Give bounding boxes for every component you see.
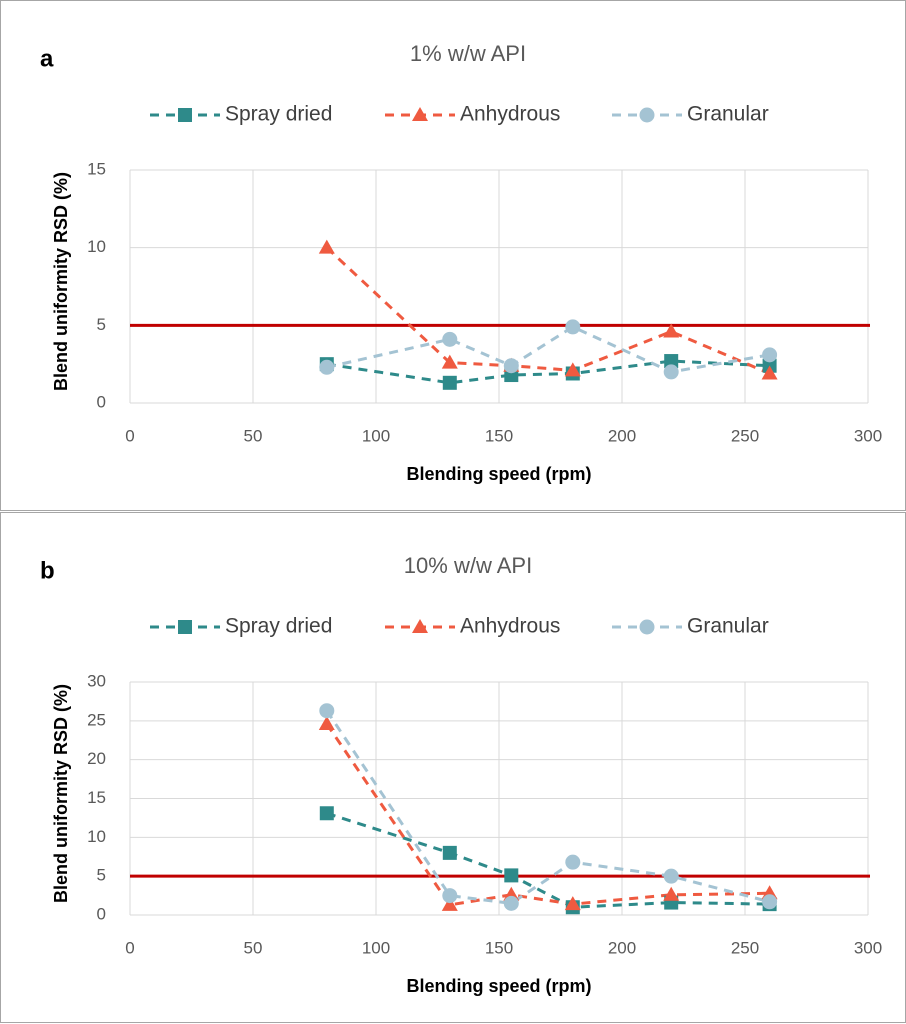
legend-marker	[412, 107, 428, 121]
series-line	[326, 359, 770, 385]
marker	[503, 358, 519, 374]
y-tick-label: 30	[87, 671, 106, 690]
legend-label: Anhydrous	[460, 615, 560, 638]
y-tick-label: 15	[87, 788, 106, 807]
y-axis-label: Blend uniformity RSD (%)	[51, 684, 71, 903]
legend-marker	[178, 620, 192, 634]
marker	[319, 703, 335, 719]
legend-label: Spray dried	[225, 103, 332, 126]
panel-label: a	[40, 45, 54, 72]
marker	[565, 319, 581, 335]
marker	[565, 854, 581, 870]
x-tick-label: 50	[244, 938, 263, 957]
series-line	[325, 723, 770, 907]
marker	[441, 354, 458, 369]
x-tick-label: 300	[854, 426, 882, 445]
legend-label: Spray dried	[225, 615, 332, 638]
marker	[663, 364, 679, 380]
marker	[442, 331, 458, 347]
marker	[441, 896, 458, 911]
series-line	[326, 325, 770, 374]
series-line	[325, 709, 770, 905]
series-line	[326, 811, 770, 909]
x-tick-label: 150	[485, 938, 513, 957]
marker	[442, 375, 457, 390]
x-tick-label: 0	[125, 938, 134, 957]
x-tick-label: 50	[244, 426, 263, 445]
chart-title: 1% w/w API	[410, 41, 526, 66]
legend-marker	[178, 108, 192, 122]
y-tick-label: 10	[87, 827, 106, 846]
x-tick-label: 100	[362, 426, 390, 445]
y-tick-label: 25	[87, 710, 106, 729]
x-axis-label: Blending speed (rpm)	[406, 464, 591, 484]
marker	[503, 895, 519, 911]
x-tick-label: 250	[731, 938, 759, 957]
legend-marker	[412, 619, 428, 633]
y-axis-label: Blend uniformity RSD (%)	[51, 172, 71, 391]
marker	[319, 806, 334, 821]
y-tick-label: 20	[87, 749, 106, 768]
marker	[663, 886, 680, 901]
x-tick-label: 200	[608, 938, 636, 957]
panel-border	[0, 512, 906, 1023]
marker	[442, 845, 457, 860]
marker	[762, 347, 778, 363]
marker	[663, 323, 680, 338]
y-tick-label: 5	[97, 866, 106, 885]
y-tick-label: 5	[97, 315, 106, 334]
marker	[564, 362, 581, 377]
panel-label: b	[40, 557, 55, 584]
y-tick-label: 10	[87, 237, 106, 256]
legend-marker	[639, 619, 655, 635]
legend-label: Anhydrous	[460, 103, 560, 126]
marker	[564, 896, 581, 911]
marker	[504, 868, 519, 883]
y-tick-label: 0	[97, 392, 106, 411]
marker	[762, 894, 778, 910]
series-line	[325, 246, 771, 375]
marker	[442, 888, 458, 904]
marker	[761, 365, 778, 380]
legend-label: Granular	[687, 615, 769, 638]
x-axis-label: Blending speed (rpm)	[406, 976, 591, 996]
marker	[319, 359, 335, 375]
x-tick-label: 100	[362, 938, 390, 957]
marker	[318, 715, 335, 730]
x-tick-label: 300	[854, 938, 882, 957]
legend-marker	[639, 107, 655, 123]
panel-border	[0, 0, 906, 511]
x-tick-label: 250	[731, 426, 759, 445]
x-tick-label: 150	[485, 426, 513, 445]
chart-title: 10% w/w API	[404, 553, 532, 578]
x-tick-label: 0	[125, 426, 134, 445]
marker	[663, 868, 679, 884]
marker	[664, 354, 679, 369]
y-tick-label: 0	[97, 904, 106, 923]
legend-label: Granular	[687, 103, 769, 126]
y-tick-label: 15	[87, 159, 106, 178]
x-tick-label: 200	[608, 426, 636, 445]
marker	[318, 239, 335, 254]
